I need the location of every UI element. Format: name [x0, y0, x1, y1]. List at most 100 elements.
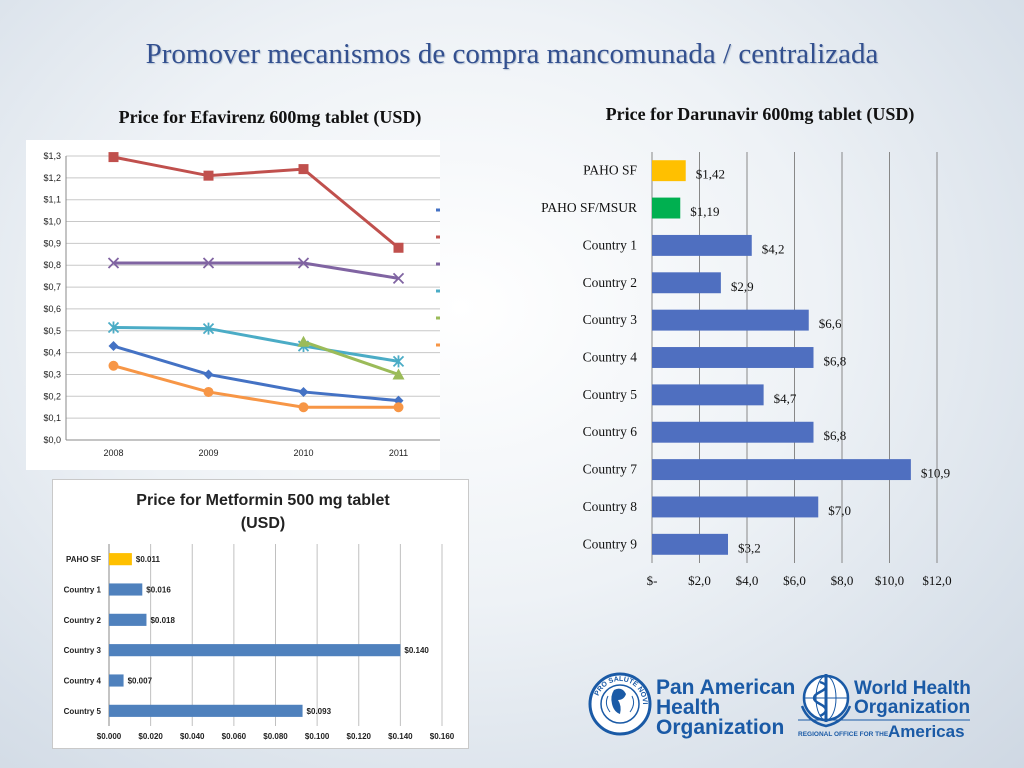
metformin-data-label: $0.011 — [136, 555, 161, 564]
darunavir-category-label: Country 5 — [583, 387, 638, 402]
efavirenz-series-line — [113, 155, 400, 249]
efavirenz-data-point — [298, 386, 309, 397]
metformin-x-tick: $0.020 — [138, 732, 163, 741]
who-name-line1: World Health — [854, 678, 971, 699]
efavirenz-y-tick: $0,2 — [43, 391, 61, 401]
darunavir-x-tick: $6,0 — [783, 573, 806, 588]
metformin-x-tick: $0.140 — [388, 732, 413, 741]
efavirenz-data-point — [202, 322, 215, 335]
efavirenz-x-tick: 2008 — [103, 448, 123, 458]
efavirenz-data-point — [108, 360, 119, 371]
efavirenz-data-point — [298, 164, 309, 175]
efavirenz-y-tick: $1,1 — [43, 195, 61, 205]
efavirenz-series-line — [113, 325, 399, 363]
darunavir-data-label: $1,42 — [696, 167, 725, 182]
metformin-x-tick: $0.080 — [263, 732, 288, 741]
darunavir-bar — [652, 272, 721, 294]
darunavir-data-label: $7,0 — [828, 503, 851, 518]
darunavir-x-tick: $- — [647, 573, 658, 588]
metformin-category-label: Country 4 — [64, 677, 102, 686]
metformin-data-label: $0.093 — [307, 707, 332, 716]
who-sub-label: REGIONAL OFFICE FOR THE — [798, 731, 889, 738]
efavirenz-x-tick: 2011 — [389, 448, 408, 458]
paho-name-line2: Health — [656, 696, 720, 719]
efavirenz-data-point — [107, 257, 120, 269]
metformin-data-label: $0.016 — [146, 586, 171, 595]
metformin-data-label: $0.018 — [150, 616, 175, 625]
darunavir-chart-title: Price for Darunavir 600mg tablet (USD) — [605, 104, 915, 124]
metformin-data-label: $0.007 — [128, 677, 153, 686]
efavirenz-y-tick: $1,3 — [43, 151, 61, 161]
who-region-label: Americas — [888, 722, 965, 741]
efavirenz-series-line — [113, 364, 399, 409]
who-emblem-icon — [800, 674, 852, 728]
darunavir-data-label: $3,2 — [738, 540, 761, 555]
efavirenz-y-tick: $1,0 — [43, 217, 61, 227]
metformin-bar — [109, 553, 132, 566]
metformin-x-tick: $0.120 — [347, 732, 372, 741]
efavirenz-y-tick: $0,0 — [43, 435, 61, 445]
metformin-category-label: Country 5 — [64, 707, 102, 716]
who-name-line2: Organization — [854, 697, 970, 718]
darunavir-data-label: $6,6 — [819, 316, 842, 331]
darunavir-category-label: PAHO SF/MSUR — [541, 200, 637, 215]
efavirenz-y-tick: $0,6 — [43, 304, 61, 314]
metformin-bar — [109, 674, 124, 687]
darunavir-data-label: $2,9 — [731, 279, 754, 294]
darunavir-category-label: PAHO SF — [583, 163, 637, 178]
metformin-category-label: Country 2 — [64, 616, 102, 625]
efavirenz-chart-title: Price for Efavirenz 600mg tablet (USD) — [118, 107, 422, 127]
darunavir-bar — [652, 234, 752, 256]
darunavir-data-label: $6,8 — [824, 428, 847, 443]
slide-title: Promover mecanismos de compra mancomunad… — [145, 38, 879, 70]
efavirenz-y-tick: $1,2 — [43, 173, 61, 183]
efavirenz-x-tick: 2009 — [198, 448, 218, 458]
metformin-chart-svg: Price for Metformin 500 mg tablet (USD) $0… — [64, 492, 455, 741]
efavirenz-chart: $0,0 $0,1 $0,2 $0,3 $0,4 $0,5 $0,6 $0,7 $0,8 $0,9… — [26, 140, 507, 470]
darunavir-data-label: $6,8 — [824, 354, 847, 369]
efavirenz-data-point — [297, 335, 310, 347]
darunavir-chart-svg: $- $2,0 $4,0 $6,0 $8,0 $10,0 $12,0 PAHO SF $1,42… — [541, 152, 952, 588]
metformin-bar — [109, 644, 401, 657]
darunavir-data-label: $10,9 — [921, 466, 950, 481]
darunavir-bar — [652, 197, 681, 219]
darunavir-bar — [652, 533, 728, 555]
efavirenz-data-point — [392, 272, 405, 284]
efavirenz-data-point — [108, 341, 119, 352]
efavirenz-chart-svg: $0,0 $0,1 $0,2 $0,3 $0,4 $0,5 $0,6 $0,7 $0,8 $0,9… — [43, 151, 507, 458]
efavirenz-series-line — [113, 261, 399, 280]
logos-svg: PRO SALUTE NOVI MUNDI Pan American Healt… — [585, 661, 971, 741]
efavirenz-data-point — [392, 368, 405, 380]
darunavir-bar — [652, 384, 764, 406]
efavirenz-series-line — [113, 344, 399, 403]
efavirenz-data-point — [298, 402, 309, 413]
efavirenz-data-point — [108, 152, 119, 163]
darunavir-data-label: $4,2 — [762, 241, 785, 256]
efavirenz-data-point — [203, 170, 214, 181]
darunavir-x-tick: $4,0 — [736, 573, 759, 588]
darunavir-category-label: Country 7 — [583, 462, 638, 477]
darunavir-bar — [652, 459, 911, 481]
darunavir-category-label: Country 2 — [583, 275, 637, 290]
darunavir-bar — [652, 421, 814, 443]
metformin-x-tick: $0.160 — [430, 732, 455, 741]
efavirenz-y-tick: $0,3 — [43, 369, 61, 379]
darunavir-category-label: Country 9 — [583, 536, 638, 551]
darunavir-category-label: Country 4 — [583, 350, 638, 365]
metformin-x-tick: $0.060 — [222, 732, 247, 741]
darunavir-data-label: $4,7 — [774, 391, 797, 406]
metformin-title-line2: (USD) — [241, 515, 285, 532]
darunavir-x-tick: $8,0 — [831, 573, 854, 588]
efavirenz-data-point — [203, 386, 214, 397]
metformin-category-label: PAHO SF — [66, 555, 101, 564]
darunavir-bar — [652, 309, 809, 331]
efavirenz-data-point — [203, 369, 214, 380]
efavirenz-y-tick: $0,5 — [43, 326, 61, 336]
darunavir-category-label: Country 6 — [583, 424, 638, 439]
metformin-category-label: Country 1 — [64, 586, 102, 595]
efavirenz-data-point — [393, 242, 404, 253]
paho-seal-icon: PRO SALUTE NOVI MUNDI — [585, 661, 652, 736]
metformin-x-tick: $0.100 — [305, 732, 330, 741]
efavirenz-data-point — [107, 321, 120, 334]
efavirenz-y-tick: $0,4 — [43, 348, 61, 358]
